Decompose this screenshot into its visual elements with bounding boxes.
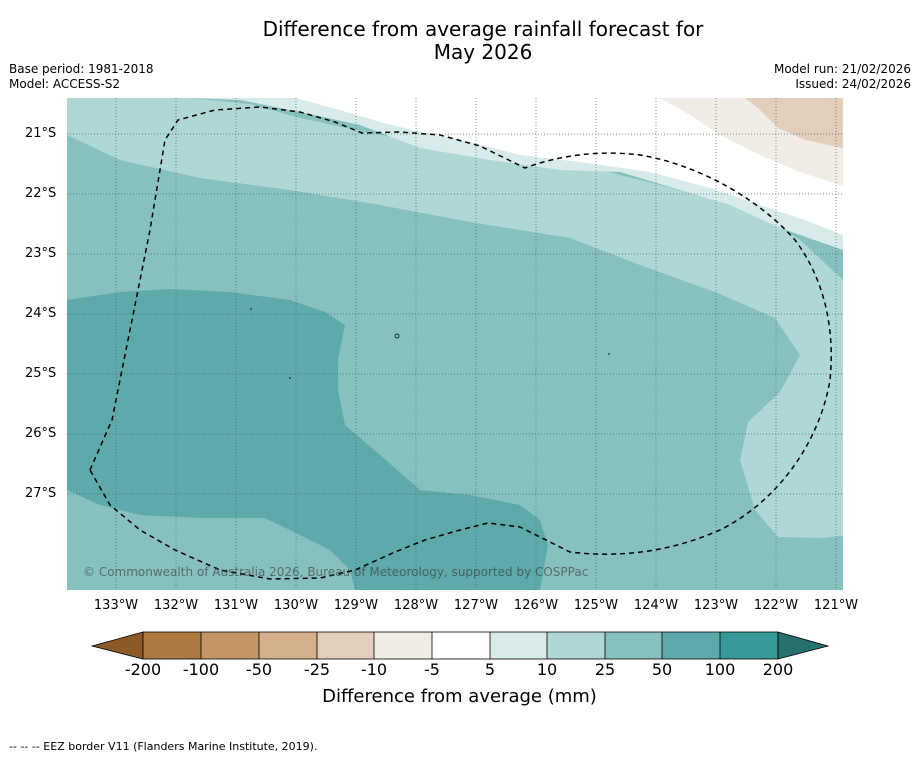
island-marker [250, 308, 252, 310]
lon-label: 122°W [753, 598, 799, 613]
island-marker [289, 377, 291, 379]
colorbar-seg-10 [662, 632, 720, 659]
model-name: Model: ACCESS-S2 [9, 77, 121, 91]
colorbar-tick: -5 [424, 660, 440, 679]
lon-label: 127°W [453, 598, 499, 613]
eez-border [89, 106, 832, 580]
colorbar-label: Difference from average (mm) [322, 686, 597, 707]
lat-label: 25°S [25, 366, 57, 381]
copyright-notice: © Commonwealth of Australia 2026, Bureau… [83, 565, 589, 579]
colorbar-seg-1 [143, 632, 201, 659]
model-run: Model run: 21/02/2026 [773, 62, 911, 76]
colorbar-tick: 5 [484, 660, 496, 679]
colorbar-tick: -100 [182, 660, 220, 679]
colorbar-tick: -25 [303, 660, 331, 679]
meta-left: Base period: 1981-2018 Model: ACCESS-S2 [9, 62, 154, 92]
colorbar-seg-4 [317, 632, 374, 659]
colorbar-seg-3 [259, 632, 317, 659]
lat-label: 26°S [25, 426, 57, 441]
lon-label: 132°W [153, 598, 199, 613]
island-marker [394, 333, 400, 339]
colorbar-tick: 10 [536, 660, 558, 679]
colorbar-tick: -200 [124, 660, 162, 679]
meta-right: Model run: 21/02/2026 Issued: 24/02/2026 [774, 62, 911, 92]
colorbar-seg-2 [201, 632, 259, 659]
lat-label: 22°S [25, 186, 57, 201]
map-title-line1: Difference from average rainfall forecas… [262, 17, 704, 41]
lon-label: 129°W [333, 598, 379, 613]
map-area [67, 98, 843, 590]
colorbar-extend-low [90, 631, 144, 660]
contour-50-100-lower [67, 490, 355, 590]
colorbar-seg-8 [547, 632, 605, 659]
lon-label: 131°W [213, 598, 259, 613]
colorbar-extend-high [777, 631, 830, 660]
colorbar-seg-9 [605, 632, 662, 659]
lon-label: 128°W [393, 598, 439, 613]
contour-neg25-neg10 [745, 98, 843, 148]
base-period: Base period: 1981-2018 [9, 62, 154, 76]
colorbar-tick: -50 [245, 660, 273, 679]
colorbar-seg-6 [432, 632, 490, 659]
map-title-line2: May 2026 [433, 40, 533, 64]
island-marker [608, 353, 610, 355]
lon-label: 133°W [93, 598, 139, 613]
lon-label: 124°W [633, 598, 679, 613]
contour-100-200 [67, 289, 548, 590]
lon-label: 121°W [813, 598, 859, 613]
colorbar-tick: 25 [594, 660, 616, 679]
lon-label: 130°W [273, 598, 319, 613]
map-title: Difference from average rainfall forecas… [183, 18, 783, 64]
colorbar-tick: 200 [762, 660, 794, 679]
issued-date: Issued: 24/02/2026 [795, 77, 911, 91]
contour-25-50 [67, 98, 843, 538]
colorbar-seg-5 [374, 632, 432, 659]
colorbar-seg-7 [490, 632, 547, 659]
eez-footnote: -- -- -- EEZ border V11 (Flanders Marine… [9, 740, 318, 753]
contour-5-10 [295, 98, 843, 235]
colorbar-tick: 100 [704, 660, 736, 679]
colorbar-seg-11 [720, 632, 778, 659]
lon-label: 125°W [573, 598, 619, 613]
colorbar-tick: 50 [651, 660, 673, 679]
lat-label: 23°S [25, 246, 57, 261]
colorbar-tick: -10 [360, 660, 388, 679]
lat-label: 24°S [25, 306, 57, 321]
lon-label: 126°W [513, 598, 559, 613]
lon-label: 123°W [693, 598, 739, 613]
lat-label: 21°S [25, 126, 57, 141]
colorbar [90, 631, 830, 660]
lat-label: 27°S [25, 486, 57, 501]
